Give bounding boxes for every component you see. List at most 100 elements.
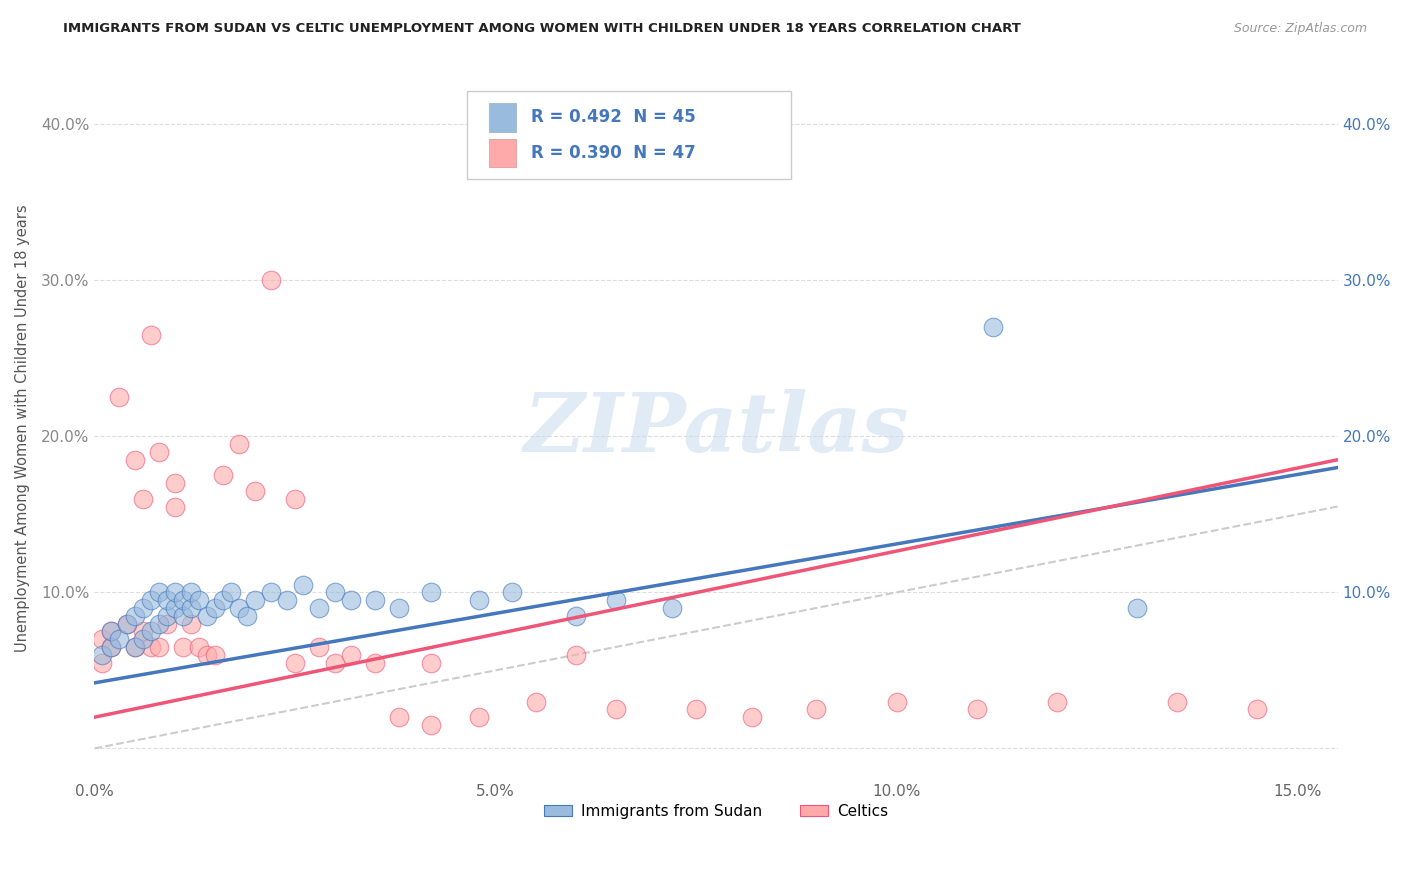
Point (124, 640, 146, 654)
Point (163, 601, 186, 615)
Point (741, 710, 763, 724)
Point (100, 640, 122, 654)
Point (501, 585, 523, 599)
Point (243, 483, 266, 498)
Point (204, 601, 226, 615)
Point (172, 640, 194, 654)
Point (131, 624, 153, 639)
Point (139, 640, 162, 654)
Point (91, 648, 114, 662)
Point (340, 648, 363, 662)
Point (187, 640, 209, 654)
Point (156, 616, 179, 631)
Point (981, 320, 1004, 334)
Point (260, 585, 283, 599)
Point (100, 624, 122, 639)
Point (172, 608, 194, 623)
Point (139, 593, 162, 607)
Text: Source: ZipAtlas.com: Source: ZipAtlas.com (1233, 22, 1367, 36)
Point (308, 601, 330, 615)
Point (219, 585, 242, 599)
Point (1126, 601, 1149, 615)
Point (1166, 695, 1188, 709)
Point (284, 491, 307, 506)
Point (107, 632, 129, 647)
Point (228, 437, 250, 451)
Bar (488, 103, 516, 131)
Point (124, 608, 146, 623)
Point (364, 593, 387, 607)
Point (292, 577, 315, 591)
Point (228, 601, 250, 615)
Point (204, 648, 226, 662)
Point (364, 656, 387, 670)
Point (115, 616, 138, 631)
Point (124, 640, 146, 654)
Point (236, 608, 259, 623)
Bar (488, 138, 516, 167)
Point (100, 624, 122, 639)
Y-axis label: Unemployment Among Women with Children Under 18 years: Unemployment Among Women with Children U… (15, 204, 30, 652)
Text: ZIPatlas: ZIPatlas (523, 389, 908, 468)
FancyBboxPatch shape (467, 92, 790, 179)
Text: IMMIGRANTS FROM SUDAN VS CELTIC UNEMPLOYMENT AMONG WOMEN WITH CHILDREN UNDER 18 : IMMIGRANTS FROM SUDAN VS CELTIC UNEMPLOY… (63, 22, 1021, 36)
Point (180, 585, 202, 599)
Point (195, 608, 218, 623)
Point (1046, 695, 1069, 709)
Point (115, 616, 138, 631)
Point (564, 608, 586, 623)
Point (276, 593, 298, 607)
Legend: Immigrants from Sudan, Celtics: Immigrants from Sudan, Celtics (538, 797, 894, 824)
Point (91, 656, 114, 670)
Point (468, 710, 491, 724)
Point (148, 585, 170, 599)
Point (420, 656, 443, 670)
Point (388, 601, 411, 615)
Point (156, 593, 179, 607)
Point (131, 491, 153, 506)
Point (605, 593, 627, 607)
Point (420, 718, 443, 732)
Point (131, 601, 153, 615)
Point (163, 476, 186, 491)
Point (260, 273, 283, 287)
Point (340, 593, 363, 607)
Point (468, 593, 491, 607)
Point (107, 390, 129, 404)
Point (284, 656, 307, 670)
Point (886, 695, 908, 709)
Point (148, 640, 170, 654)
Point (806, 702, 828, 716)
Point (605, 702, 627, 716)
Point (124, 452, 146, 467)
Point (91, 632, 114, 647)
Point (172, 593, 194, 607)
Text: R = 0.390  N = 47: R = 0.390 N = 47 (531, 144, 696, 161)
Point (243, 593, 266, 607)
Text: R = 0.492  N = 45: R = 0.492 N = 45 (531, 109, 696, 127)
Point (661, 601, 683, 615)
Point (187, 593, 209, 607)
Point (180, 616, 202, 631)
Point (163, 585, 186, 599)
Point (139, 327, 162, 342)
Point (139, 624, 162, 639)
Point (211, 593, 233, 607)
Point (148, 616, 170, 631)
Point (163, 500, 186, 514)
Point (524, 695, 547, 709)
Point (131, 632, 153, 647)
Point (195, 648, 218, 662)
Point (156, 608, 179, 623)
Point (323, 585, 346, 599)
Point (420, 585, 443, 599)
Point (323, 656, 346, 670)
Point (100, 640, 122, 654)
Point (148, 445, 170, 459)
Point (211, 468, 233, 483)
Point (308, 640, 330, 654)
Point (564, 648, 586, 662)
Point (180, 601, 202, 615)
Point (388, 710, 411, 724)
Point (685, 702, 707, 716)
